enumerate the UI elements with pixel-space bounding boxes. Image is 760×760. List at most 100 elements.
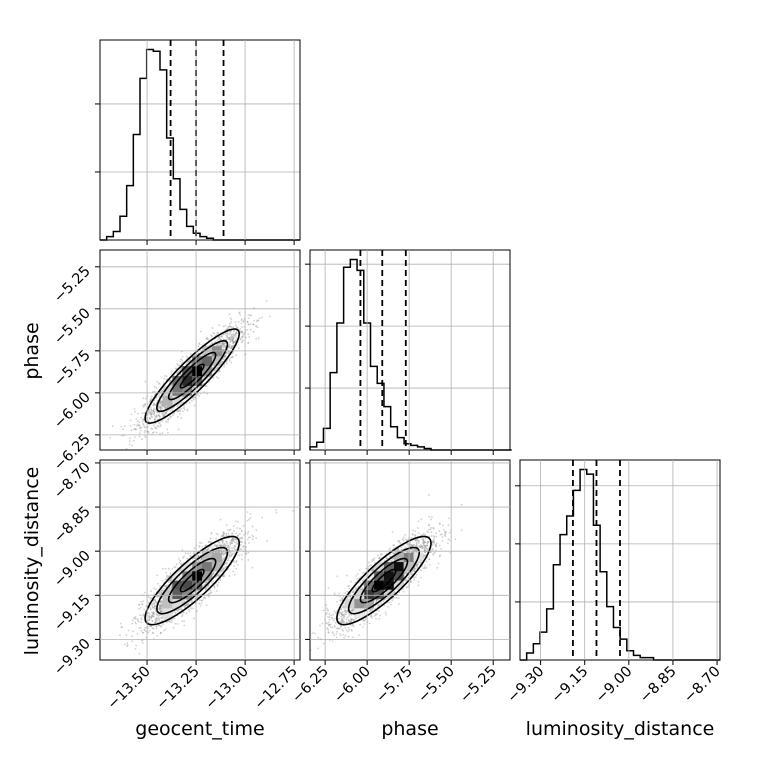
sample-point xyxy=(205,580,207,583)
sample-point xyxy=(222,344,225,346)
sample-point xyxy=(230,333,233,336)
sample-point xyxy=(164,628,167,631)
sample-point xyxy=(232,326,235,329)
sample-point xyxy=(138,424,141,427)
sample-point xyxy=(150,597,153,599)
sample-point xyxy=(231,339,234,341)
sample-point xyxy=(141,420,144,423)
sample-point xyxy=(165,407,168,409)
sample-point xyxy=(170,384,172,387)
sample-point xyxy=(239,527,241,530)
sample-point xyxy=(124,425,127,427)
sample-point xyxy=(190,362,193,365)
sample-point xyxy=(248,518,250,521)
sample-point xyxy=(219,544,222,547)
sample-point xyxy=(252,330,255,333)
sample-point xyxy=(240,318,243,321)
sample-point xyxy=(237,520,239,523)
sample-point xyxy=(234,332,237,335)
sample-point xyxy=(178,364,181,367)
sample-point xyxy=(217,337,220,340)
sample-point xyxy=(220,344,223,347)
sample-point xyxy=(229,331,232,333)
sample-point xyxy=(157,406,160,409)
sample-point xyxy=(212,332,215,335)
sample-point xyxy=(142,404,144,407)
sample-point xyxy=(228,345,231,347)
sample-point xyxy=(152,410,155,413)
density-cell xyxy=(162,385,173,396)
sample-point xyxy=(142,397,145,400)
sample-point xyxy=(159,403,162,406)
sample-point xyxy=(129,425,132,427)
sample-point xyxy=(247,536,250,539)
sample-point xyxy=(247,314,250,317)
sample-point xyxy=(232,338,234,340)
sample-point xyxy=(181,614,184,617)
sample-point xyxy=(230,326,233,328)
sample-point xyxy=(197,560,200,563)
sample-point xyxy=(242,321,245,323)
sample-point xyxy=(216,339,219,342)
sample-point xyxy=(140,438,143,441)
sample-point xyxy=(221,342,224,345)
sample-point xyxy=(188,395,191,398)
sample-point xyxy=(222,338,225,341)
sample-point xyxy=(153,403,156,405)
sample-point xyxy=(222,540,224,542)
density-cell xyxy=(211,356,222,367)
tick-label-x-luminosity_distance-0: −9.30 xyxy=(505,664,548,707)
sample-point xyxy=(232,334,235,337)
sample-point xyxy=(165,407,168,410)
sample-point xyxy=(224,324,227,327)
sample-point xyxy=(175,367,178,370)
sample-point xyxy=(142,418,145,421)
sample-point xyxy=(159,406,162,409)
sample-point xyxy=(187,360,190,363)
sample-point xyxy=(223,342,226,345)
sample-point xyxy=(153,385,156,388)
sample-point xyxy=(136,424,138,427)
sample-point xyxy=(138,603,140,606)
sample-point xyxy=(160,631,162,634)
panel-frame xyxy=(309,249,511,451)
sample-point xyxy=(140,621,143,624)
sample-point xyxy=(149,399,152,402)
sample-point xyxy=(157,595,159,598)
sample-point xyxy=(228,336,231,339)
sample-point xyxy=(229,325,232,328)
sample-point xyxy=(165,410,168,413)
sample-point xyxy=(155,414,158,417)
sample-point xyxy=(222,532,225,534)
sample-point xyxy=(257,326,259,329)
sample-point xyxy=(124,643,126,646)
sample-point xyxy=(162,414,164,417)
sample-point xyxy=(160,399,162,402)
sample-point xyxy=(212,572,215,574)
sample-point xyxy=(240,322,243,325)
sample-point xyxy=(154,403,157,406)
sample-point xyxy=(133,408,136,410)
sample-point xyxy=(170,372,173,375)
sample-point xyxy=(151,416,154,418)
sample-point xyxy=(158,414,160,416)
sample-point xyxy=(231,338,234,341)
sample-point xyxy=(232,524,235,527)
sample-point xyxy=(199,604,202,607)
sample-point xyxy=(156,380,159,383)
sample-point xyxy=(165,584,168,587)
sample-point xyxy=(186,409,189,412)
contour-line-1.5-sigma xyxy=(156,339,229,413)
sample-point xyxy=(219,339,222,341)
sample-point xyxy=(156,411,159,414)
sample-point xyxy=(161,407,164,410)
sample-point xyxy=(233,560,235,562)
sample-point xyxy=(149,608,152,611)
sample-point xyxy=(149,597,152,600)
sample-point xyxy=(142,631,144,634)
sample-point xyxy=(153,593,155,595)
sample-point xyxy=(253,319,255,322)
sample-point xyxy=(150,413,153,416)
sample-point xyxy=(136,633,139,635)
sample-point xyxy=(231,345,234,347)
